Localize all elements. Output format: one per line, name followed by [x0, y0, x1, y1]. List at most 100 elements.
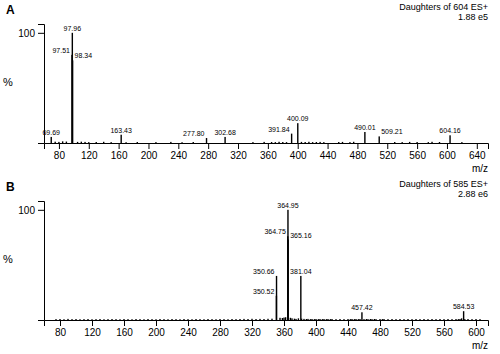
tick-mark: [268, 143, 269, 149]
bar: [435, 319, 436, 320]
tick: 480: [372, 320, 389, 338]
bar: [71, 55, 72, 143]
tick-label: 400: [290, 150, 307, 161]
bar: [83, 319, 84, 320]
tick-mark: [148, 143, 149, 149]
bar: [167, 319, 168, 320]
tick-label: 480: [350, 150, 367, 161]
bar: [127, 319, 128, 320]
bar: [394, 142, 395, 143]
tick-label: 280: [200, 150, 217, 161]
x-axis: 8012016020024028032036040044048052056060…: [45, 320, 489, 338]
bar: [239, 319, 240, 320]
peak-labels: 364.95364.75365.16350.66381.04350.52584.…: [253, 202, 474, 311]
tick-mark: [38, 33, 44, 34]
tick: 120: [81, 143, 98, 161]
tick-label: 160: [111, 150, 128, 161]
tick-mark: [316, 320, 317, 326]
tick-mark: [328, 143, 329, 149]
bar: [364, 132, 365, 143]
bar: [135, 319, 136, 320]
bar: [310, 319, 311, 320]
bar: [62, 141, 63, 143]
tick-mark: [380, 320, 381, 326]
tick: 120: [84, 320, 101, 338]
axis-line: [38, 202, 45, 321]
bar: [298, 318, 299, 320]
tick-mark: [92, 320, 93, 326]
bar: [291, 318, 292, 320]
tick-mark: [119, 143, 120, 149]
bar: [461, 318, 462, 320]
data-label: 69.69: [42, 129, 60, 136]
bar: [411, 319, 412, 320]
bar: [131, 319, 132, 320]
bar: [283, 318, 284, 320]
y-axis-label: %: [3, 76, 13, 88]
bar: [318, 319, 319, 320]
bar: [304, 142, 305, 143]
bar: [120, 135, 121, 143]
bar: [459, 319, 460, 320]
tick-label: 120: [81, 150, 98, 161]
bar: [307, 319, 308, 320]
bar: [243, 319, 244, 320]
bar: [295, 319, 296, 320]
tick-label: 200: [141, 150, 158, 161]
bar: [155, 142, 156, 143]
tick-mark: [348, 320, 349, 326]
tick-label: 240: [170, 150, 187, 161]
bar: [391, 319, 392, 320]
bar: [247, 319, 248, 320]
tick-mark: [220, 320, 221, 326]
tick-label: 320: [230, 150, 247, 161]
bar: [367, 319, 368, 320]
bar: [103, 319, 104, 320]
tick-label: 640: [469, 150, 486, 161]
bar: [312, 142, 313, 143]
bar: [263, 319, 264, 320]
bar: [224, 137, 225, 143]
bar: [439, 142, 440, 143]
bar: [431, 319, 432, 320]
tick: 160: [116, 320, 133, 338]
bar: [67, 319, 68, 320]
bar: [215, 319, 216, 320]
series: [55, 317, 480, 320]
bar: [323, 142, 324, 143]
bar: [276, 276, 277, 320]
tick-mark: [38, 210, 44, 211]
bar: [287, 240, 288, 320]
bar: [428, 142, 429, 143]
bar: [359, 319, 360, 320]
data-label: 381.04: [290, 268, 312, 275]
panel: 8012016020024028032036040044048052056060…: [3, 179, 488, 351]
bar: [66, 142, 67, 143]
data-label: 400.09: [287, 115, 309, 122]
bar: [316, 142, 317, 143]
bar: [374, 319, 375, 320]
series: [51, 33, 451, 143]
bar: [363, 319, 364, 320]
bar: [335, 319, 336, 320]
bar: [327, 319, 328, 320]
bar: [107, 319, 108, 320]
y-axis: 100: [18, 25, 44, 144]
bar: [63, 319, 64, 320]
tick: 240: [180, 320, 197, 338]
bar: [290, 318, 291, 320]
bar: [439, 319, 440, 320]
tick-label: 440: [320, 150, 337, 161]
bar: [308, 142, 309, 143]
tick-label: 80: [55, 327, 67, 338]
bar: [416, 142, 417, 143]
series: [54, 141, 462, 143]
bar: [419, 319, 420, 320]
bar: [137, 142, 138, 143]
tick-label: 520: [379, 150, 396, 161]
y-axis-label: %: [3, 253, 13, 265]
bar: [387, 319, 388, 320]
tick-label: 160: [116, 327, 133, 338]
data-label: 364.75: [264, 228, 286, 235]
tick-mark: [238, 143, 239, 149]
